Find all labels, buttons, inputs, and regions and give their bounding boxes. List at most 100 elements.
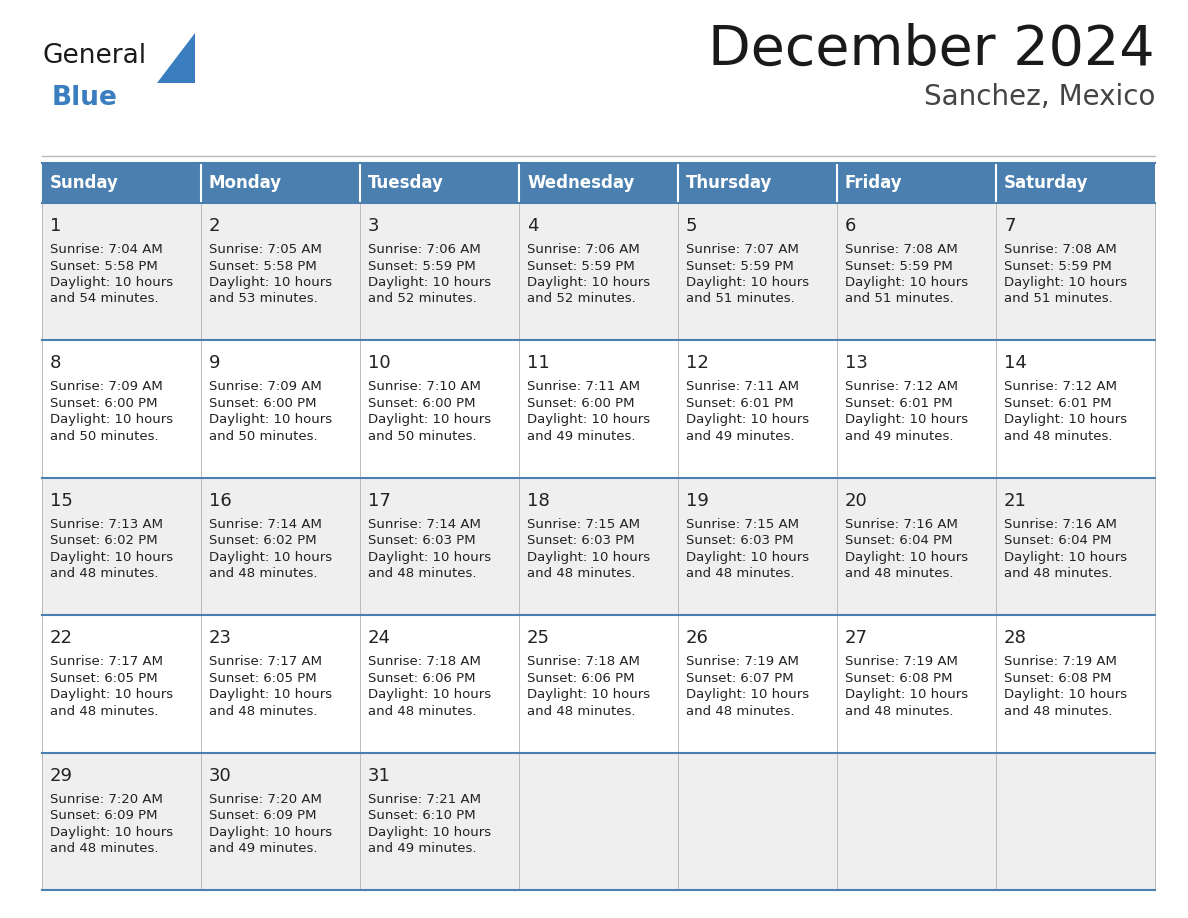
Text: Sunset: 5:59 PM: Sunset: 5:59 PM bbox=[845, 260, 953, 273]
Text: Sunset: 6:00 PM: Sunset: 6:00 PM bbox=[209, 397, 316, 410]
Text: Sunrise: 7:15 AM: Sunrise: 7:15 AM bbox=[685, 518, 800, 531]
Text: and 48 minutes.: and 48 minutes. bbox=[1004, 567, 1112, 580]
Text: Sunset: 6:04 PM: Sunset: 6:04 PM bbox=[1004, 534, 1112, 547]
Text: and 52 minutes.: and 52 minutes. bbox=[527, 293, 636, 306]
Text: Daylight: 10 hours: Daylight: 10 hours bbox=[368, 551, 491, 564]
Text: and 48 minutes.: and 48 minutes. bbox=[50, 567, 158, 580]
Bar bbox=[678, 163, 838, 203]
Text: Daylight: 10 hours: Daylight: 10 hours bbox=[209, 688, 333, 701]
Text: Daylight: 10 hours: Daylight: 10 hours bbox=[1004, 551, 1127, 564]
Text: Sunset: 6:09 PM: Sunset: 6:09 PM bbox=[209, 809, 316, 823]
Text: 19: 19 bbox=[685, 492, 709, 509]
Text: Sunset: 6:02 PM: Sunset: 6:02 PM bbox=[50, 534, 158, 547]
Text: and 54 minutes.: and 54 minutes. bbox=[50, 293, 159, 306]
Text: 22: 22 bbox=[50, 629, 72, 647]
Text: Daylight: 10 hours: Daylight: 10 hours bbox=[368, 825, 491, 839]
Text: and 48 minutes.: and 48 minutes. bbox=[209, 705, 317, 718]
Text: Daylight: 10 hours: Daylight: 10 hours bbox=[1004, 276, 1127, 289]
Text: Sunrise: 7:06 AM: Sunrise: 7:06 AM bbox=[527, 243, 640, 256]
Text: Sanchez, Mexico: Sanchez, Mexico bbox=[923, 83, 1155, 111]
Text: Sunrise: 7:05 AM: Sunrise: 7:05 AM bbox=[209, 243, 322, 256]
Text: Daylight: 10 hours: Daylight: 10 hours bbox=[685, 413, 809, 426]
Text: 16: 16 bbox=[209, 492, 232, 509]
Text: Sunset: 6:08 PM: Sunset: 6:08 PM bbox=[845, 672, 953, 685]
Text: and 48 minutes.: and 48 minutes. bbox=[527, 567, 636, 580]
Text: Daylight: 10 hours: Daylight: 10 hours bbox=[845, 688, 968, 701]
Text: 4: 4 bbox=[527, 217, 538, 235]
Text: 7: 7 bbox=[1004, 217, 1016, 235]
Text: Sunrise: 7:21 AM: Sunrise: 7:21 AM bbox=[368, 792, 481, 806]
Text: Daylight: 10 hours: Daylight: 10 hours bbox=[50, 276, 173, 289]
Text: Sunrise: 7:16 AM: Sunrise: 7:16 AM bbox=[1004, 518, 1117, 531]
Text: 8: 8 bbox=[50, 354, 62, 373]
Text: Sunrise: 7:11 AM: Sunrise: 7:11 AM bbox=[685, 380, 800, 394]
Text: Sunset: 6:03 PM: Sunset: 6:03 PM bbox=[527, 534, 634, 547]
Text: 10: 10 bbox=[368, 354, 391, 373]
Text: and 52 minutes.: and 52 minutes. bbox=[368, 293, 476, 306]
Text: 17: 17 bbox=[368, 492, 391, 509]
Text: Sunrise: 7:20 AM: Sunrise: 7:20 AM bbox=[50, 792, 163, 806]
Text: 12: 12 bbox=[685, 354, 709, 373]
Text: Sunset: 6:07 PM: Sunset: 6:07 PM bbox=[685, 672, 794, 685]
Text: 18: 18 bbox=[527, 492, 550, 509]
Text: Sunrise: 7:14 AM: Sunrise: 7:14 AM bbox=[209, 518, 322, 531]
Text: 9: 9 bbox=[209, 354, 221, 373]
Text: Daylight: 10 hours: Daylight: 10 hours bbox=[209, 413, 333, 426]
Text: Daylight: 10 hours: Daylight: 10 hours bbox=[845, 413, 968, 426]
Text: Daylight: 10 hours: Daylight: 10 hours bbox=[845, 276, 968, 289]
Text: Blue: Blue bbox=[52, 85, 118, 111]
Text: Sunset: 6:08 PM: Sunset: 6:08 PM bbox=[1004, 672, 1112, 685]
Text: 23: 23 bbox=[209, 629, 232, 647]
Text: Monday: Monday bbox=[209, 174, 282, 192]
Text: Sunrise: 7:19 AM: Sunrise: 7:19 AM bbox=[685, 655, 798, 668]
Text: Daylight: 10 hours: Daylight: 10 hours bbox=[685, 276, 809, 289]
Text: Sunrise: 7:07 AM: Sunrise: 7:07 AM bbox=[685, 243, 798, 256]
Bar bbox=[360, 163, 519, 203]
Text: Tuesday: Tuesday bbox=[368, 174, 444, 192]
Text: Sunset: 6:02 PM: Sunset: 6:02 PM bbox=[209, 534, 317, 547]
Text: 6: 6 bbox=[845, 217, 857, 235]
Text: 1: 1 bbox=[50, 217, 62, 235]
Text: and 49 minutes.: and 49 minutes. bbox=[527, 430, 636, 442]
Text: Daylight: 10 hours: Daylight: 10 hours bbox=[209, 276, 333, 289]
Text: Sunrise: 7:14 AM: Sunrise: 7:14 AM bbox=[368, 518, 481, 531]
Text: Saturday: Saturday bbox=[1004, 174, 1088, 192]
Text: Sunset: 6:06 PM: Sunset: 6:06 PM bbox=[527, 672, 634, 685]
Text: and 53 minutes.: and 53 minutes. bbox=[209, 293, 317, 306]
Text: Sunrise: 7:20 AM: Sunrise: 7:20 AM bbox=[209, 792, 322, 806]
Text: Sunset: 6:00 PM: Sunset: 6:00 PM bbox=[50, 397, 158, 410]
Text: Sunset: 5:59 PM: Sunset: 5:59 PM bbox=[1004, 260, 1112, 273]
Text: Sunrise: 7:13 AM: Sunrise: 7:13 AM bbox=[50, 518, 163, 531]
Text: Daylight: 10 hours: Daylight: 10 hours bbox=[1004, 413, 1127, 426]
Text: Daylight: 10 hours: Daylight: 10 hours bbox=[527, 688, 650, 701]
Text: 14: 14 bbox=[1004, 354, 1026, 373]
Text: 29: 29 bbox=[50, 767, 72, 785]
Text: 3: 3 bbox=[368, 217, 379, 235]
Text: Daylight: 10 hours: Daylight: 10 hours bbox=[209, 825, 333, 839]
Bar bbox=[201, 163, 360, 203]
Text: General: General bbox=[42, 43, 146, 69]
Text: 24: 24 bbox=[368, 629, 391, 647]
Text: Sunset: 6:06 PM: Sunset: 6:06 PM bbox=[368, 672, 475, 685]
Text: and 50 minutes.: and 50 minutes. bbox=[368, 430, 476, 442]
Text: Daylight: 10 hours: Daylight: 10 hours bbox=[368, 688, 491, 701]
Text: and 48 minutes.: and 48 minutes. bbox=[845, 705, 954, 718]
Text: and 49 minutes.: and 49 minutes. bbox=[368, 842, 476, 855]
Text: Sunrise: 7:18 AM: Sunrise: 7:18 AM bbox=[527, 655, 640, 668]
Text: and 49 minutes.: and 49 minutes. bbox=[209, 842, 317, 855]
Text: and 48 minutes.: and 48 minutes. bbox=[685, 567, 795, 580]
Text: Sunset: 6:01 PM: Sunset: 6:01 PM bbox=[685, 397, 794, 410]
Text: Sunset: 6:01 PM: Sunset: 6:01 PM bbox=[1004, 397, 1112, 410]
Text: and 50 minutes.: and 50 minutes. bbox=[209, 430, 317, 442]
Text: Sunrise: 7:04 AM: Sunrise: 7:04 AM bbox=[50, 243, 163, 256]
Bar bbox=[42, 615, 1155, 753]
Text: and 51 minutes.: and 51 minutes. bbox=[845, 293, 954, 306]
Text: Sunday: Sunday bbox=[50, 174, 119, 192]
Bar bbox=[42, 753, 1155, 890]
Text: Sunrise: 7:17 AM: Sunrise: 7:17 AM bbox=[209, 655, 322, 668]
Text: Sunset: 5:59 PM: Sunset: 5:59 PM bbox=[685, 260, 794, 273]
Text: Sunset: 6:09 PM: Sunset: 6:09 PM bbox=[50, 809, 158, 823]
Text: Sunrise: 7:09 AM: Sunrise: 7:09 AM bbox=[209, 380, 322, 394]
Text: Daylight: 10 hours: Daylight: 10 hours bbox=[1004, 688, 1127, 701]
Bar bbox=[519, 163, 678, 203]
